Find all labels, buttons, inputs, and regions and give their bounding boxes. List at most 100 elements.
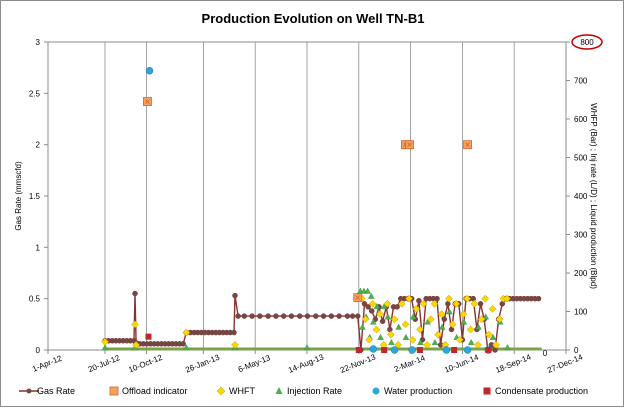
whft-point bbox=[131, 320, 139, 329]
whft-point bbox=[430, 299, 439, 308]
x-tick-label: 22-Nov-13 bbox=[339, 352, 378, 375]
gas-rate-point bbox=[132, 290, 138, 297]
legend-label: Offload indicator bbox=[122, 386, 187, 396]
injection-rate-point bbox=[367, 292, 375, 299]
whft-point bbox=[426, 315, 435, 324]
y-left-tick-label: 1.5 bbox=[29, 192, 41, 201]
injection-rate-point bbox=[101, 344, 109, 351]
whft-point bbox=[419, 299, 428, 308]
gas-rate-point bbox=[387, 326, 393, 333]
legend-injection-marker bbox=[275, 387, 283, 394]
end-label: 0 bbox=[543, 349, 548, 358]
x-tick-label: 20-Jul-12 bbox=[87, 353, 122, 374]
legend-label: Injection Rate bbox=[287, 386, 342, 396]
legend-label: Water production bbox=[384, 386, 452, 396]
y-right-tick-label: 400 bbox=[574, 192, 588, 201]
whft-point bbox=[412, 305, 421, 313]
whft-point bbox=[405, 294, 413, 303]
gas-rate-point bbox=[355, 313, 361, 319]
whft-point bbox=[408, 335, 417, 344]
injection-rate-point bbox=[467, 339, 475, 346]
y-right-tick-label: 0 bbox=[574, 346, 579, 355]
whft-point bbox=[401, 320, 410, 329]
condensate-production-point bbox=[416, 347, 423, 353]
gas-rate-point bbox=[296, 313, 303, 319]
gas-rate-point bbox=[265, 313, 271, 319]
gas-rate-point bbox=[477, 301, 484, 307]
gas-rate-point bbox=[235, 313, 241, 319]
injection-rate-point bbox=[482, 313, 489, 320]
y-right-tick-label: 500 bbox=[574, 154, 588, 163]
injection-rate-point bbox=[489, 333, 497, 340]
offload-indicator-mark bbox=[145, 99, 150, 104]
legend-condensate-marker bbox=[483, 387, 491, 395]
gas-rate-point bbox=[365, 304, 371, 310]
water-production-point bbox=[390, 346, 399, 354]
whft-point bbox=[394, 341, 403, 349]
whft-point bbox=[437, 310, 446, 318]
injection-rate-point bbox=[380, 303, 388, 310]
gas-rate-point bbox=[416, 297, 422, 304]
condensate-production-point bbox=[485, 347, 492, 353]
legend-gas-rate-marker bbox=[26, 388, 32, 394]
gas-rate-point bbox=[328, 313, 335, 319]
whft-point bbox=[470, 299, 479, 308]
whft-point bbox=[503, 294, 511, 303]
gas-rate-point bbox=[273, 313, 279, 319]
whft-point bbox=[459, 310, 468, 318]
x-tick-label: 10-Oct-12 bbox=[127, 353, 164, 375]
condensate-production-point bbox=[145, 333, 152, 340]
gas-rate-point bbox=[448, 326, 455, 333]
injection-rate-point bbox=[364, 287, 371, 294]
whft-point bbox=[488, 305, 497, 313]
whft-point bbox=[452, 299, 461, 308]
whft-point bbox=[383, 299, 392, 308]
gas-rate-point bbox=[249, 313, 255, 319]
gas-rate-point bbox=[379, 318, 386, 325]
water-production-point bbox=[408, 346, 416, 354]
injection-rate-point bbox=[446, 308, 453, 315]
whft-point bbox=[463, 294, 471, 303]
x-tick-label: 2-Mar-14 bbox=[393, 353, 427, 374]
gas-rate-point bbox=[349, 313, 356, 319]
gas-rate-point bbox=[288, 313, 295, 319]
injection-rate-point bbox=[373, 303, 381, 310]
x-tick-label: 26-Jan-13 bbox=[184, 353, 221, 375]
x-tick-label: 27-Dec-14 bbox=[546, 352, 585, 375]
injection-rate-point bbox=[384, 313, 392, 320]
condensate-production-point bbox=[355, 347, 362, 353]
whft-point bbox=[365, 335, 374, 344]
injection-rate-point bbox=[417, 339, 424, 346]
x-tick-label: 14-Aug-13 bbox=[287, 352, 326, 375]
y-left-tick-label: 2 bbox=[36, 141, 41, 150]
condensate-production-point bbox=[381, 347, 388, 353]
whft-point bbox=[231, 341, 239, 349]
y-right-tick-label: 600 bbox=[574, 115, 588, 124]
gas-rate-point bbox=[231, 329, 237, 336]
gas-rate-point bbox=[257, 313, 263, 319]
gas-rate-point bbox=[232, 292, 238, 299]
whft-point bbox=[495, 315, 504, 324]
injection-rate-point bbox=[475, 323, 482, 330]
gas-rate-point bbox=[313, 313, 319, 319]
y-right-tick-label: 700 bbox=[574, 77, 588, 86]
y-left-tick-label: 2.5 bbox=[29, 89, 41, 98]
injection-rate-point bbox=[303, 344, 311, 351]
whft-point bbox=[477, 315, 486, 324]
y-left-tick-label: 0.5 bbox=[29, 295, 41, 304]
whft-point bbox=[376, 310, 384, 318]
whft-point bbox=[445, 294, 453, 303]
legend-label: Gas Rate bbox=[37, 386, 75, 396]
whft-point bbox=[182, 328, 191, 337]
injection-rate-point bbox=[370, 318, 377, 325]
gas-rate-point bbox=[320, 313, 327, 319]
y-axis-right-label: WHFP (Bar) ; Inj rate (L/D) ; Liquid pro… bbox=[589, 103, 598, 289]
gas-rate-point bbox=[470, 295, 477, 302]
whft-point bbox=[434, 330, 442, 339]
legend: Gas Rate Offload indicator WHFT Injection R… bbox=[19, 386, 588, 396]
injection-rate-point bbox=[395, 323, 402, 330]
whft-point bbox=[474, 341, 482, 349]
gas-rate-point bbox=[492, 347, 498, 353]
gas-rate-point bbox=[336, 313, 342, 319]
gas-rate-point bbox=[369, 308, 375, 314]
